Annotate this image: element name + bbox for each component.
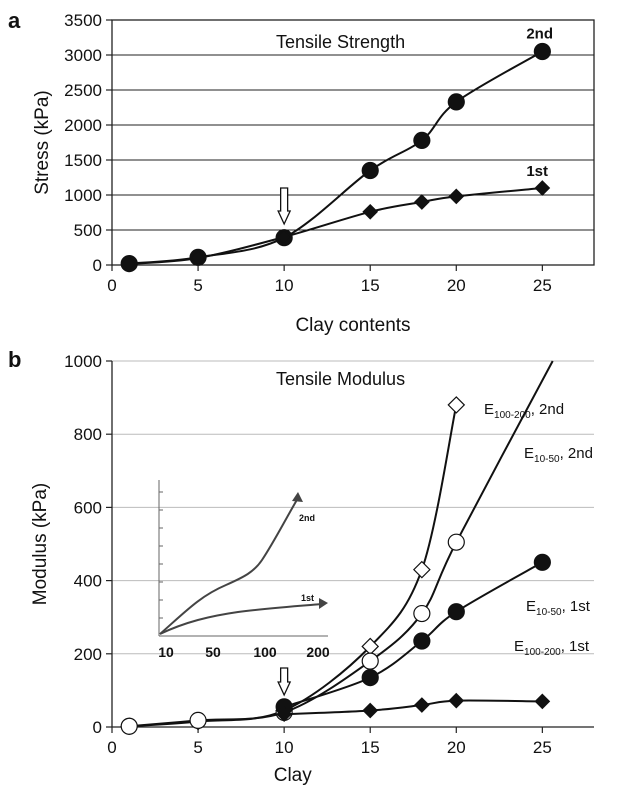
data-point-1st (534, 180, 551, 196)
inset-label-1st: 1st (301, 593, 314, 603)
down-arrow (277, 667, 292, 697)
x-tick-label: 20 (447, 276, 466, 295)
y-tick-label: 0 (93, 256, 102, 275)
inset-label-2nd: 2nd (299, 513, 315, 523)
data-point (448, 692, 465, 709)
data-point (534, 693, 551, 710)
inset-chart: 2nd 1st 10 50 100 200 (158, 480, 330, 660)
data-point (276, 706, 292, 723)
data-point-1st (414, 194, 430, 210)
y-tick-label: 1500 (64, 151, 102, 170)
x-tick-label: 25 (533, 276, 552, 295)
series-line (284, 699, 543, 716)
data-point-1st (276, 229, 292, 245)
series-label: E10-50, 2nd (524, 445, 593, 465)
x-tick-label: 25 (533, 738, 552, 757)
inset-x-tick-label: 200 (306, 644, 330, 660)
series-line (129, 404, 458, 728)
x-tick-label: 20 (447, 738, 466, 757)
x-tick-label: 15 (361, 276, 380, 295)
inset-x-tick-label: 10 (158, 644, 174, 660)
data-point (362, 702, 379, 719)
series-label: E100-200, 2nd (484, 401, 564, 421)
series-label: E10-50, 1st (526, 598, 591, 618)
series-label: E100-200, 1st (514, 638, 590, 658)
chart-title: Tensile Strength (276, 32, 405, 52)
y-tick-label: 800 (74, 425, 102, 444)
data-point (447, 396, 466, 414)
tensile-modulus-chart: 0 200 400 600 800 1000 0 5 10 15 20 25 b Tensile Modu… (8, 347, 594, 786)
x-axis-title: Clay contents (295, 315, 410, 336)
tensile-strength-chart: 0 500 1000 1500 2000 2500 3000 3500 0 5 10 15 20 25 a T… (8, 8, 595, 336)
y-axis-title: Modulus (kPa) (30, 483, 51, 606)
data-point (414, 697, 430, 713)
data-point-2nd (533, 42, 551, 61)
x-tick-label: 10 (275, 276, 294, 295)
x-tick-label: 5 (193, 738, 202, 757)
series-line-2nd (129, 50, 543, 265)
y-tick-label: 500 (74, 221, 102, 240)
inset-curve-2nd (159, 497, 299, 635)
data-point-2nd (413, 131, 431, 149)
data-point-1st (190, 250, 206, 266)
y-tick-label: 200 (74, 645, 102, 664)
chart-title: Tensile Modulus (276, 369, 405, 389)
x-tick-label: 5 (193, 276, 202, 295)
series-line (283, 561, 543, 708)
plot-frame (111, 19, 595, 266)
data-point-1st (362, 203, 379, 220)
data-point (120, 717, 138, 735)
x-tick-label: 15 (361, 738, 380, 757)
inset-arrowhead-1st (319, 598, 328, 609)
y-tick-label: 400 (74, 572, 102, 591)
data-point (447, 533, 465, 551)
data-point (413, 604, 431, 623)
inset-x-tick-label: 100 (253, 644, 277, 660)
y-tick-label: 1000 (64, 352, 102, 371)
y-tick-label: 600 (74, 498, 102, 517)
data-point (447, 603, 465, 621)
series-label-2nd: 2nd (526, 26, 553, 43)
y-axis-title: Stress (kPa) (32, 90, 53, 195)
x-tick-label: 0 (107, 738, 116, 757)
data-point-2nd (447, 93, 465, 111)
data-point (361, 652, 379, 670)
y-tick-label: 0 (93, 718, 102, 737)
data-point (413, 632, 431, 650)
down-arrow (277, 187, 292, 226)
inset-x-tick-label: 50 (205, 644, 221, 660)
x-tick-label: 10 (275, 738, 294, 757)
data-point-1st (448, 188, 465, 205)
y-tick-label: 1000 (64, 186, 102, 205)
inset-curve-1st (159, 603, 324, 635)
data-point (533, 553, 551, 571)
y-tick-label: 3500 (64, 11, 102, 30)
x-axis-title: Clay (274, 765, 313, 786)
data-point (361, 668, 379, 687)
data-point-2nd (361, 161, 379, 180)
data-point (413, 560, 431, 579)
x-tick-label: 0 (107, 276, 116, 295)
y-tick-label: 3000 (64, 46, 102, 65)
inset-arrowhead-2nd (292, 492, 303, 502)
y-tick-label: 2500 (64, 81, 102, 100)
y-tick-label: 2000 (64, 116, 102, 135)
data-point (189, 711, 207, 730)
series-label-1st: 1st (526, 163, 548, 180)
data-point-1st (121, 256, 138, 272)
panel-letter: b (8, 347, 21, 372)
panel-letter: a (8, 8, 21, 33)
